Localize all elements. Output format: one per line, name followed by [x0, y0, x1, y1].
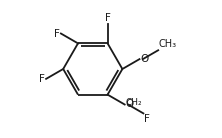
- Text: F: F: [105, 13, 111, 23]
- Text: CH₂: CH₂: [126, 98, 143, 107]
- Text: F: F: [144, 114, 150, 124]
- Text: CH₃: CH₃: [159, 39, 177, 50]
- Text: F: F: [54, 29, 59, 39]
- Text: F: F: [39, 74, 45, 84]
- Text: O: O: [125, 99, 133, 109]
- Text: O: O: [140, 54, 148, 64]
